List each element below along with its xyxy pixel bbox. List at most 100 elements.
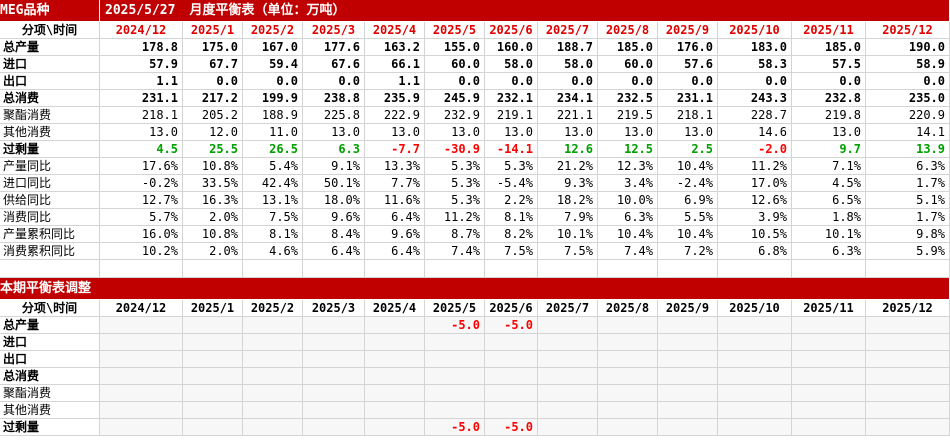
value-cell: 7.1% <box>792 158 866 175</box>
row-label: 进口 <box>0 56 100 73</box>
value-cell <box>183 334 243 351</box>
value-cell: 57.5 <box>792 56 866 73</box>
header-label: 分项\时间 <box>0 22 100 39</box>
value-cell <box>792 334 866 351</box>
value-cell <box>303 419 365 436</box>
value-cell <box>598 368 658 385</box>
value-cell: 13.0 <box>100 124 183 141</box>
value-cell: 7.5% <box>538 243 598 260</box>
value-cell: 9.7 <box>792 141 866 158</box>
value-cell: 235.0 <box>866 90 950 107</box>
value-cell: 163.2 <box>365 39 425 56</box>
value-cell: 18.0% <box>303 192 365 209</box>
value-cell <box>243 419 303 436</box>
value-cell: 1.1 <box>365 73 425 90</box>
value-cell: 218.1 <box>658 107 718 124</box>
title-date: 2025/5/27 <box>105 3 176 18</box>
value-cell <box>425 351 485 368</box>
value-cell <box>243 351 303 368</box>
value-cell <box>718 351 792 368</box>
empty-cell <box>0 260 100 278</box>
title-cell: 2025/5/27 月度平衡表（单位：万吨） <box>100 0 950 22</box>
value-cell: 66.1 <box>365 56 425 73</box>
row-label: 产量累积同比 <box>0 226 100 243</box>
value-cell: 7.5% <box>485 243 538 260</box>
value-cell: -5.0 <box>425 419 485 436</box>
value-cell: 2.2% <box>485 192 538 209</box>
value-cell: 5.9% <box>866 243 950 260</box>
value-cell: 228.7 <box>718 107 792 124</box>
value-cell: 50.1% <box>303 175 365 192</box>
value-cell <box>866 334 950 351</box>
row-label: 总产量 <box>0 39 100 56</box>
value-cell <box>365 334 425 351</box>
value-cell: 220.9 <box>866 107 950 124</box>
value-cell <box>792 419 866 436</box>
value-cell: 176.0 <box>658 39 718 56</box>
value-cell: 17.0% <box>718 175 792 192</box>
value-cell <box>100 419 183 436</box>
value-cell: 10.4% <box>658 226 718 243</box>
value-cell: 243.3 <box>718 90 792 107</box>
value-cell <box>598 402 658 419</box>
value-cell: 5.3% <box>425 192 485 209</box>
row-label: 聚酯消费 <box>0 107 100 124</box>
value-cell: 13.9 <box>866 141 950 158</box>
value-cell: 245.9 <box>425 90 485 107</box>
value-cell <box>183 419 243 436</box>
value-cell: 6.4% <box>365 243 425 260</box>
value-cell: 219.8 <box>792 107 866 124</box>
value-cell: 18.2% <box>538 192 598 209</box>
value-cell: 12.7% <box>100 192 183 209</box>
value-cell: 10.2% <box>100 243 183 260</box>
value-cell: 58.0 <box>485 56 538 73</box>
value-cell: 225.8 <box>303 107 365 124</box>
value-cell: 67.6 <box>303 56 365 73</box>
value-cell: 1.7% <box>866 209 950 226</box>
value-cell: 13.3% <box>365 158 425 175</box>
value-cell <box>792 317 866 334</box>
row-label: 出口 <box>0 351 100 368</box>
row-label: 消费同比 <box>0 209 100 226</box>
empty-cell <box>303 260 365 278</box>
value-cell: 10.0% <box>598 192 658 209</box>
value-cell <box>658 368 718 385</box>
value-cell: 190.0 <box>866 39 950 56</box>
column-header: 2025/7 <box>538 22 598 39</box>
column-header: 2025/4 <box>365 300 425 317</box>
value-cell: 219.1 <box>485 107 538 124</box>
value-cell: 7.4% <box>598 243 658 260</box>
value-cell <box>425 402 485 419</box>
row-label: 进口 <box>0 334 100 351</box>
column-header: 2024/12 <box>100 22 183 39</box>
column-header: 2025/8 <box>598 300 658 317</box>
value-cell: -0.2% <box>100 175 183 192</box>
value-cell <box>598 334 658 351</box>
row-label: 其他消费 <box>0 124 100 141</box>
value-cell: 10.8% <box>183 158 243 175</box>
value-cell <box>538 419 598 436</box>
row-label: 过剩量 <box>0 141 100 158</box>
value-cell <box>718 419 792 436</box>
column-header: 2025/5 <box>425 300 485 317</box>
column-header: 2025/6 <box>485 300 538 317</box>
value-cell: 218.1 <box>100 107 183 124</box>
value-cell: 232.1 <box>485 90 538 107</box>
value-cell: 0.0 <box>718 73 792 90</box>
value-cell: 4.5% <box>792 175 866 192</box>
value-cell: 232.9 <box>425 107 485 124</box>
value-cell: 6.5% <box>792 192 866 209</box>
value-cell: 9.1% <box>303 158 365 175</box>
value-cell: 0.0 <box>425 73 485 90</box>
value-cell: 221.1 <box>538 107 598 124</box>
value-cell: 13.0 <box>658 124 718 141</box>
value-cell: 9.8% <box>866 226 950 243</box>
value-cell: 6.9% <box>658 192 718 209</box>
value-cell: 58.0 <box>538 56 598 73</box>
value-cell: 14.1 <box>866 124 950 141</box>
value-cell: 58.3 <box>718 56 792 73</box>
column-header: 2025/11 <box>792 22 866 39</box>
empty-cell <box>792 260 866 278</box>
row-label: 聚酯消费 <box>0 385 100 402</box>
value-cell: 33.5% <box>183 175 243 192</box>
